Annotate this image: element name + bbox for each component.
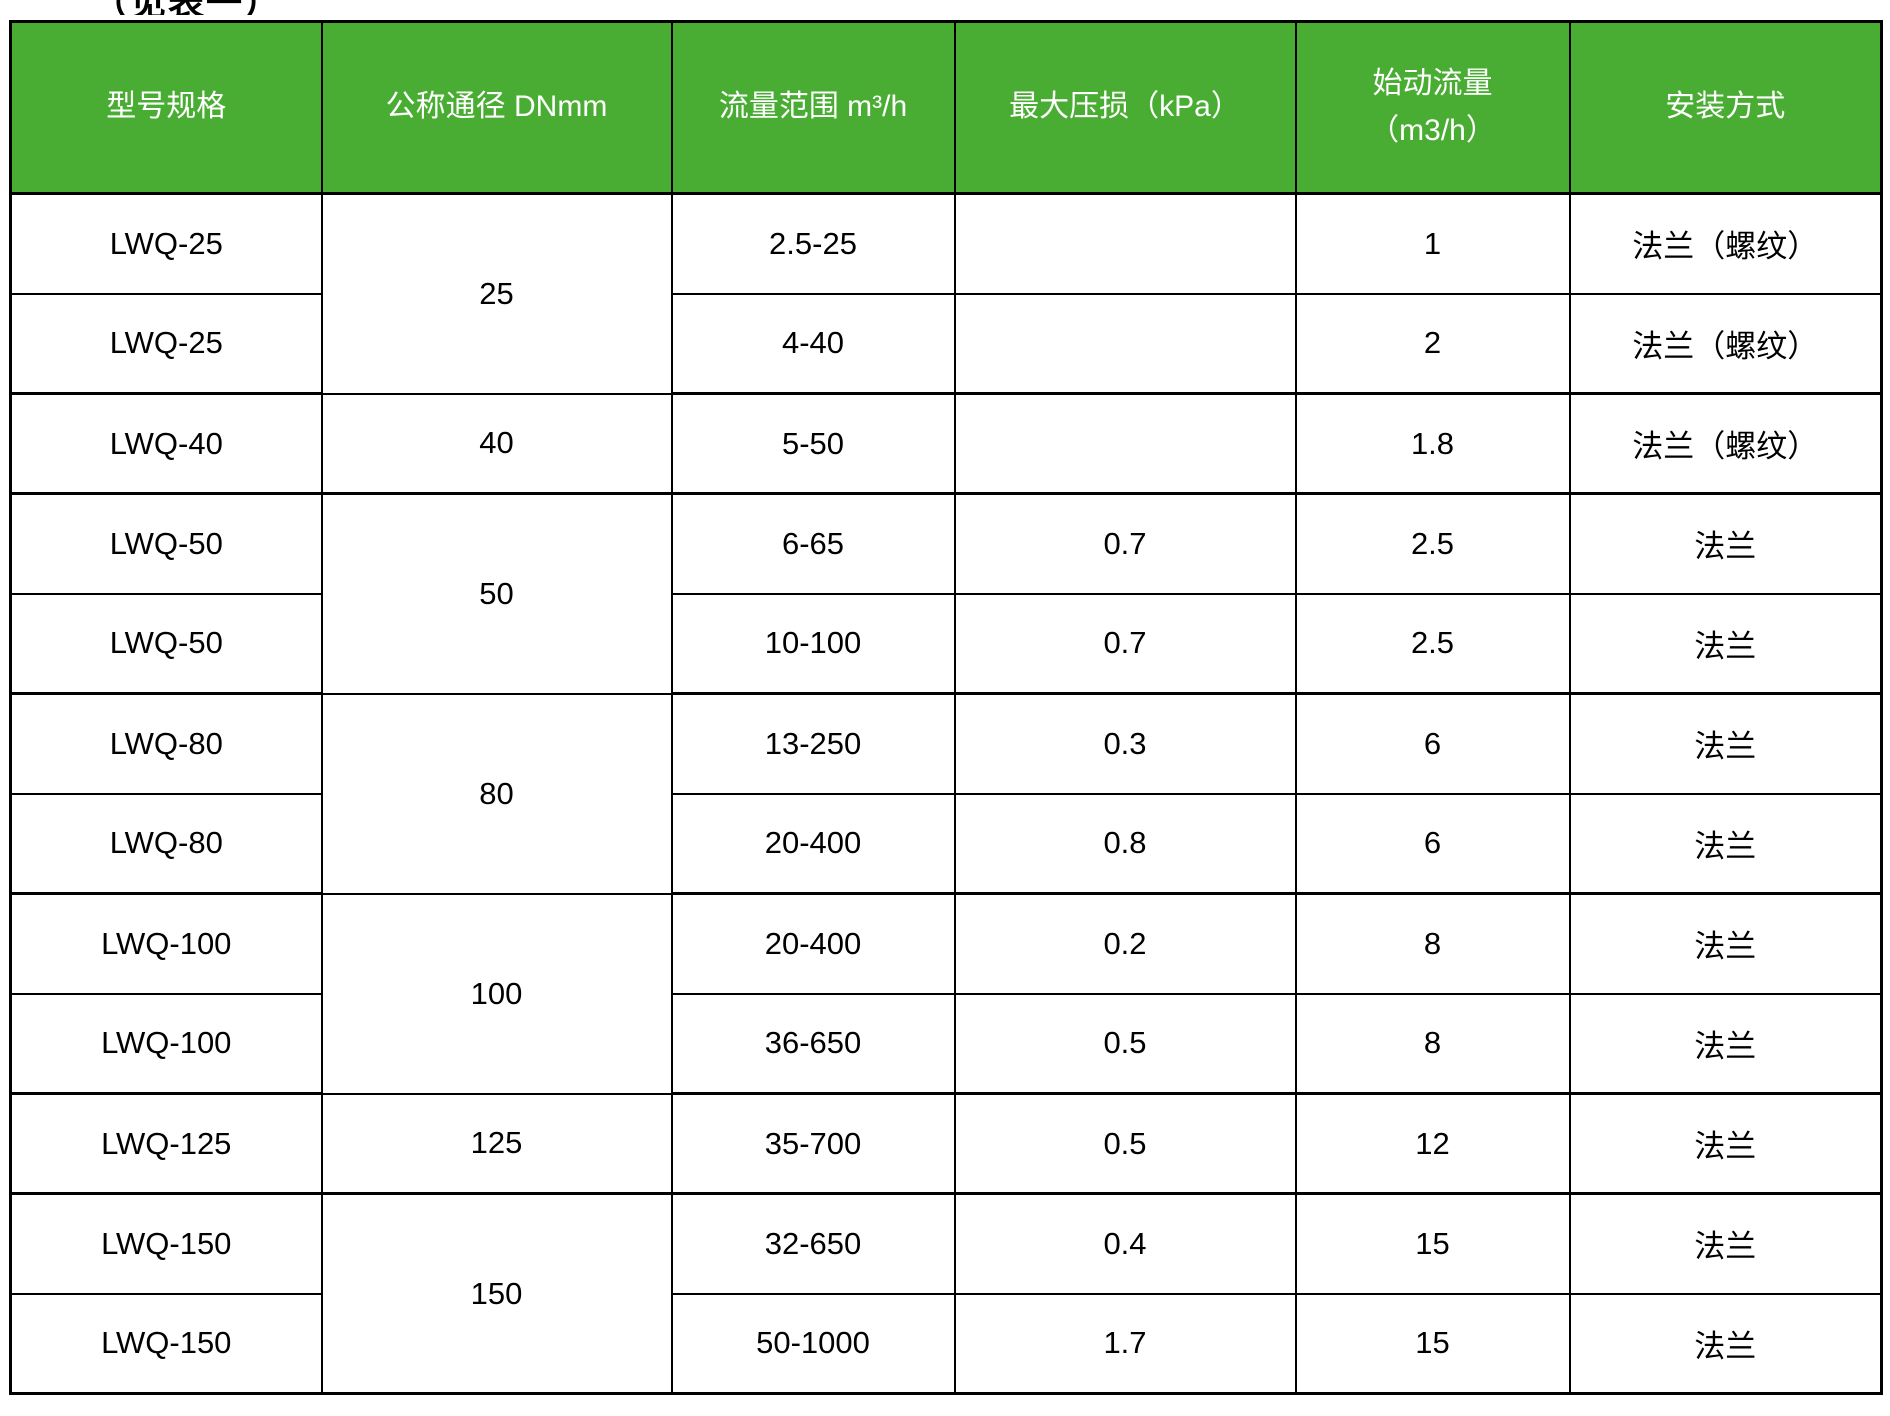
header-start-flow-line1: 始动流量: [1372, 67, 1493, 100]
cell-start-flow: 15: [1294, 1292, 1571, 1395]
table-header: 型号规格 公称通径 DNmm 流量范围 m³/h 最大压损（kPa） 始动流量 …: [9, 20, 1883, 195]
header-pressure-loss: 最大压损（kPa）: [953, 20, 1297, 195]
cell-dn: 25: [320, 192, 673, 395]
cell-model: LWQ-125: [9, 1092, 323, 1195]
cell-dn: 150: [320, 1192, 673, 1395]
cell-flow-range: 36-650: [670, 992, 956, 1095]
cell-pressure-loss: 0.4: [953, 1192, 1297, 1295]
cell-dn: 50: [320, 492, 673, 695]
cell-model: LWQ-100: [9, 992, 323, 1095]
cell-model: LWQ-25: [9, 292, 323, 395]
cell-pressure-loss: [953, 392, 1297, 495]
cell-start-flow: 2.5: [1294, 592, 1571, 695]
cell-start-flow: 1.8: [1294, 392, 1571, 495]
cell-start-flow: 12: [1294, 1092, 1571, 1195]
cell-flow-range: 4-40: [670, 292, 956, 395]
cell-dn: 100: [320, 892, 673, 1095]
cell-pressure-loss: 1.7: [953, 1292, 1297, 1395]
cell-install: 法兰: [1568, 1292, 1883, 1395]
header-flow-range: 流量范围 m³/h: [670, 20, 956, 195]
cell-start-flow: 6: [1294, 792, 1571, 895]
table-row: LWQ-100 36-650 0.5 8 法兰: [9, 992, 1883, 1095]
cell-start-flow: 2: [1294, 292, 1571, 395]
cell-model: LWQ-50: [9, 592, 323, 695]
cell-install: 法兰: [1568, 1092, 1883, 1195]
cell-dn: 80: [320, 692, 673, 895]
cell-pressure-loss: 0.3: [953, 692, 1297, 795]
table-row: LWQ-125 125 35-700 0.5 12 法兰: [9, 1092, 1883, 1195]
cell-flow-range: 5-50: [670, 392, 956, 495]
table-body: LWQ-25 25 2.5-25 1 法兰（螺纹） LWQ-25 4-40 2 法兰（螺纹） LW…: [9, 192, 1883, 1395]
cell-start-flow: 8: [1294, 892, 1571, 995]
cell-install: 法兰（螺纹）: [1568, 192, 1883, 295]
cell-flow-range: 13-250: [670, 692, 956, 795]
cell-pressure-loss: 0.8: [953, 792, 1297, 895]
cell-pressure-loss: 0.2: [953, 892, 1297, 995]
cell-install: 法兰: [1568, 492, 1883, 595]
header-install: 安装方式: [1568, 20, 1883, 195]
table-row: LWQ-100 100 20-400 0.2 8 法兰: [9, 892, 1883, 1095]
header-model: 型号规格: [9, 20, 323, 195]
cell-start-flow: 6: [1294, 692, 1571, 795]
cell-start-flow: 1: [1294, 192, 1571, 295]
table-row: LWQ-50 10-100 0.7 2.5 法兰: [9, 592, 1883, 695]
header-row: 型号规格 公称通径 DNmm 流量范围 m³/h 最大压损（kPa） 始动流量 …: [9, 20, 1883, 195]
cell-start-flow: 15: [1294, 1192, 1571, 1295]
cell-model: LWQ-25: [9, 192, 323, 295]
cell-dn: 40: [320, 392, 673, 495]
table-row: LWQ-150 50-1000 1.7 15 法兰: [9, 1292, 1883, 1395]
cell-install: 法兰: [1568, 592, 1883, 695]
cell-install: 法兰（螺纹）: [1568, 292, 1883, 395]
table-row: LWQ-80 80 13-250 0.3 6 法兰: [9, 692, 1883, 895]
header-start-flow: 始动流量 （m3/h）: [1294, 20, 1571, 195]
cell-flow-range: 10-100: [670, 592, 956, 695]
cell-pressure-loss: 0.5: [953, 992, 1297, 1095]
cell-install: 法兰: [1568, 692, 1883, 795]
header-start-flow-line2: （m3/h）: [1369, 113, 1496, 147]
spec-table: 型号规格 公称通径 DNmm 流量范围 m³/h 最大压损（kPa） 始动流量 …: [9, 20, 1883, 1395]
cell-model: LWQ-150: [9, 1192, 323, 1295]
cell-flow-range: 50-1000: [670, 1292, 956, 1395]
cell-flow-range: 32-650: [670, 1192, 956, 1295]
cell-flow-range: 20-400: [670, 792, 956, 895]
cell-install: 法兰: [1568, 892, 1883, 995]
cell-model: LWQ-80: [9, 792, 323, 895]
cell-start-flow: 8: [1294, 992, 1571, 1095]
cell-model: LWQ-80: [9, 692, 323, 795]
table-row: LWQ-40 40 5-50 1.8 法兰（螺纹）: [9, 392, 1883, 495]
table-row: LWQ-50 50 6-65 0.7 2.5 法兰: [9, 492, 1883, 695]
cell-install: 法兰: [1568, 792, 1883, 895]
cell-flow-range: 2.5-25: [670, 192, 956, 295]
cell-model: LWQ-40: [9, 392, 323, 495]
cell-install: 法兰: [1568, 992, 1883, 1095]
table-row: LWQ-80 20-400 0.8 6 法兰: [9, 792, 1883, 895]
cell-install: 法兰: [1568, 1192, 1883, 1295]
cell-flow-range: 35-700: [670, 1092, 956, 1195]
cell-model: LWQ-150: [9, 1292, 323, 1395]
cell-flow-range: 6-65: [670, 492, 956, 595]
cell-pressure-loss: 0.7: [953, 492, 1297, 595]
cell-start-flow: 2.5: [1294, 492, 1571, 595]
cell-model: LWQ-50: [9, 492, 323, 595]
cell-install: 法兰（螺纹）: [1568, 392, 1883, 495]
cell-dn: 125: [320, 1092, 673, 1195]
cell-pressure-loss: 0.7: [953, 592, 1297, 695]
caption-clip: （见表一）: [0, 0, 1890, 15]
header-dn: 公称通径 DNmm: [320, 20, 673, 195]
table-row: LWQ-25 25 2.5-25 1 法兰（螺纹）: [9, 192, 1883, 395]
cell-flow-range: 20-400: [670, 892, 956, 995]
cell-pressure-loss: [953, 192, 1297, 295]
table-row: LWQ-150 150 32-650 0.4 15 法兰: [9, 1192, 1883, 1395]
cell-pressure-loss: 0.5: [953, 1092, 1297, 1195]
cell-pressure-loss: [953, 292, 1297, 395]
table-caption: （见表一）: [92, 0, 282, 15]
table-row: LWQ-25 4-40 2 法兰（螺纹）: [9, 292, 1883, 395]
cell-model: LWQ-100: [9, 892, 323, 995]
